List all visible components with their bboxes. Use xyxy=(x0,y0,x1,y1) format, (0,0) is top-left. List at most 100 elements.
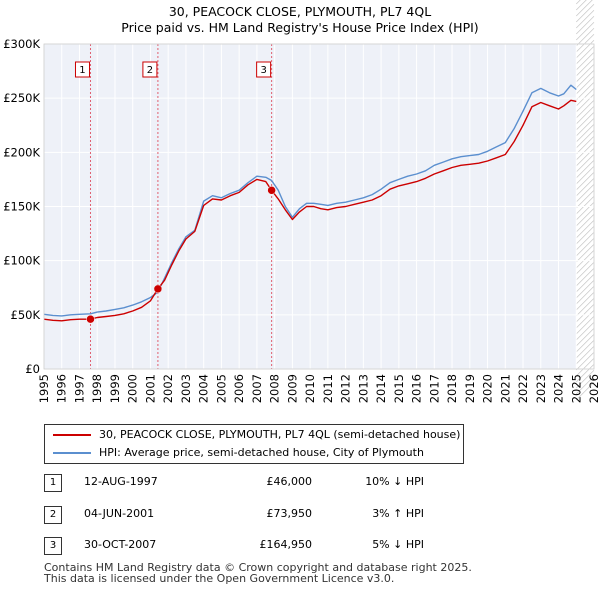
chart-title: 30, PEACOCK CLOSE, PLYMOUTH, PL7 4QL xyxy=(168,4,432,19)
future-hatch xyxy=(576,16,595,35)
x-tick-label: 1996 xyxy=(55,374,69,403)
future-hatch xyxy=(576,88,595,107)
future-hatch xyxy=(576,52,595,71)
future-hatch xyxy=(576,262,595,281)
legend-label-property: 30, PEACOCK CLOSE, PLYMOUTH, PL7 4QL (se… xyxy=(99,428,461,441)
x-tick-label: 2012 xyxy=(339,374,353,403)
sale-label-box xyxy=(142,61,158,78)
future-hatch xyxy=(576,280,595,299)
sale-number-badge: 1 xyxy=(44,474,62,492)
x-tick-label: 2006 xyxy=(232,374,246,403)
series-line-property xyxy=(43,99,577,322)
future-hatch xyxy=(576,358,595,377)
sale-label: 3 xyxy=(260,65,266,76)
future-hatch xyxy=(576,166,595,185)
y-tick-label: £300K xyxy=(3,37,40,51)
future-hatch xyxy=(576,106,595,125)
future-hatch xyxy=(576,274,595,293)
future-hatch xyxy=(576,250,595,269)
sale-point xyxy=(267,186,276,195)
future-hatch xyxy=(576,124,595,143)
future-hatch xyxy=(576,310,595,329)
future-hatch xyxy=(576,202,595,221)
sale-date: 30-OCT-2007 xyxy=(84,538,157,551)
future-hatch xyxy=(576,376,595,395)
future-hatch xyxy=(576,268,595,287)
future-hatch xyxy=(576,340,595,359)
x-tick-label: 2016 xyxy=(410,374,424,403)
future-hatch xyxy=(576,220,595,239)
future-hatch xyxy=(576,382,595,401)
legend-item-hpi: HPI: Average price, semi-detached house,… xyxy=(53,445,424,461)
x-tick-label: 2010 xyxy=(303,374,317,403)
x-tick-label: 2020 xyxy=(481,374,495,403)
future-hatch xyxy=(576,178,595,197)
sale-row: 2 04-JUN-2001 £73,950 3% ↑ HPI xyxy=(44,506,464,524)
future-hatch xyxy=(576,196,595,215)
footer-licence: This data is licensed under the Open Gov… xyxy=(44,572,395,585)
x-tick-label: 2000 xyxy=(126,374,140,403)
x-tick-label: 2008 xyxy=(268,374,282,403)
chart-legend: 30, PEACOCK CLOSE, PLYMOUTH, PL7 4QL (se… xyxy=(44,424,464,464)
future-hatch xyxy=(576,226,595,245)
future-hatch xyxy=(576,34,595,53)
future-hatch xyxy=(576,0,593,17)
x-tick-label: 2004 xyxy=(197,374,211,403)
future-hatch xyxy=(576,22,595,41)
y-tick-label: £100K xyxy=(3,254,40,268)
legend-item-property: 30, PEACOCK CLOSE, PLYMOUTH, PL7 4QL (se… xyxy=(53,427,460,443)
future-hatch xyxy=(576,292,595,311)
y-tick-label: £250K xyxy=(3,91,40,105)
future-hatch xyxy=(576,136,595,155)
chart-subtitle: Price paid vs. HM Land Registry's House … xyxy=(121,20,479,35)
x-tick-label: 1995 xyxy=(37,374,51,403)
future-hatch xyxy=(576,328,595,347)
sale-row: 3 30-OCT-2007 £164,950 5% ↓ HPI xyxy=(44,537,464,555)
future-hatch xyxy=(576,184,595,203)
future-hatch xyxy=(576,10,595,29)
future-hatch xyxy=(576,148,595,167)
future-hatch xyxy=(576,370,595,389)
x-tick-label: 2022 xyxy=(516,374,530,403)
sale-price: £46,000 xyxy=(266,475,313,488)
future-hatch xyxy=(576,100,595,119)
sale-point xyxy=(86,314,95,324)
sale-label: 1 xyxy=(79,65,85,76)
future-hatch xyxy=(576,172,595,191)
future-hatch xyxy=(576,316,595,335)
x-tick-label: 2009 xyxy=(285,374,299,403)
future-hatch xyxy=(576,58,595,77)
x-tick-label: 2024 xyxy=(552,374,566,403)
future-hatch xyxy=(576,304,595,323)
sale-label-box xyxy=(74,61,90,78)
future-hatch xyxy=(576,112,595,131)
legend-swatch-property xyxy=(53,434,91,436)
legend-label-hpi: HPI: Average price, semi-detached house,… xyxy=(99,446,424,459)
future-hatch xyxy=(576,298,595,317)
future-hatch xyxy=(576,40,595,59)
x-tick-label: 2015 xyxy=(392,374,406,403)
future-hatch xyxy=(576,70,595,89)
x-tick-label: 2025 xyxy=(569,374,583,403)
x-tick-label: 2007 xyxy=(250,374,264,403)
x-tick-label: 2021 xyxy=(498,374,512,403)
future-hatch xyxy=(576,76,595,95)
x-tick-label: 2005 xyxy=(214,374,228,403)
sale-number-badge: 3 xyxy=(44,537,62,555)
x-tick-label: 2023 xyxy=(534,374,548,403)
future-hatch xyxy=(576,94,595,113)
future-hatch xyxy=(576,334,595,353)
x-tick-label: 1998 xyxy=(90,374,104,403)
x-tick-label: 2019 xyxy=(463,374,477,403)
y-tick-label: £150K xyxy=(3,200,40,214)
future-hatch xyxy=(576,28,595,47)
sale-point xyxy=(153,284,163,294)
future-hatch xyxy=(576,118,595,137)
future-hatch xyxy=(576,4,595,23)
x-tick-label: 2002 xyxy=(161,374,175,403)
x-tick-label: 2011 xyxy=(321,374,335,403)
future-hatch xyxy=(576,346,595,365)
future-hatch xyxy=(576,352,595,371)
future-hatch xyxy=(576,160,595,179)
